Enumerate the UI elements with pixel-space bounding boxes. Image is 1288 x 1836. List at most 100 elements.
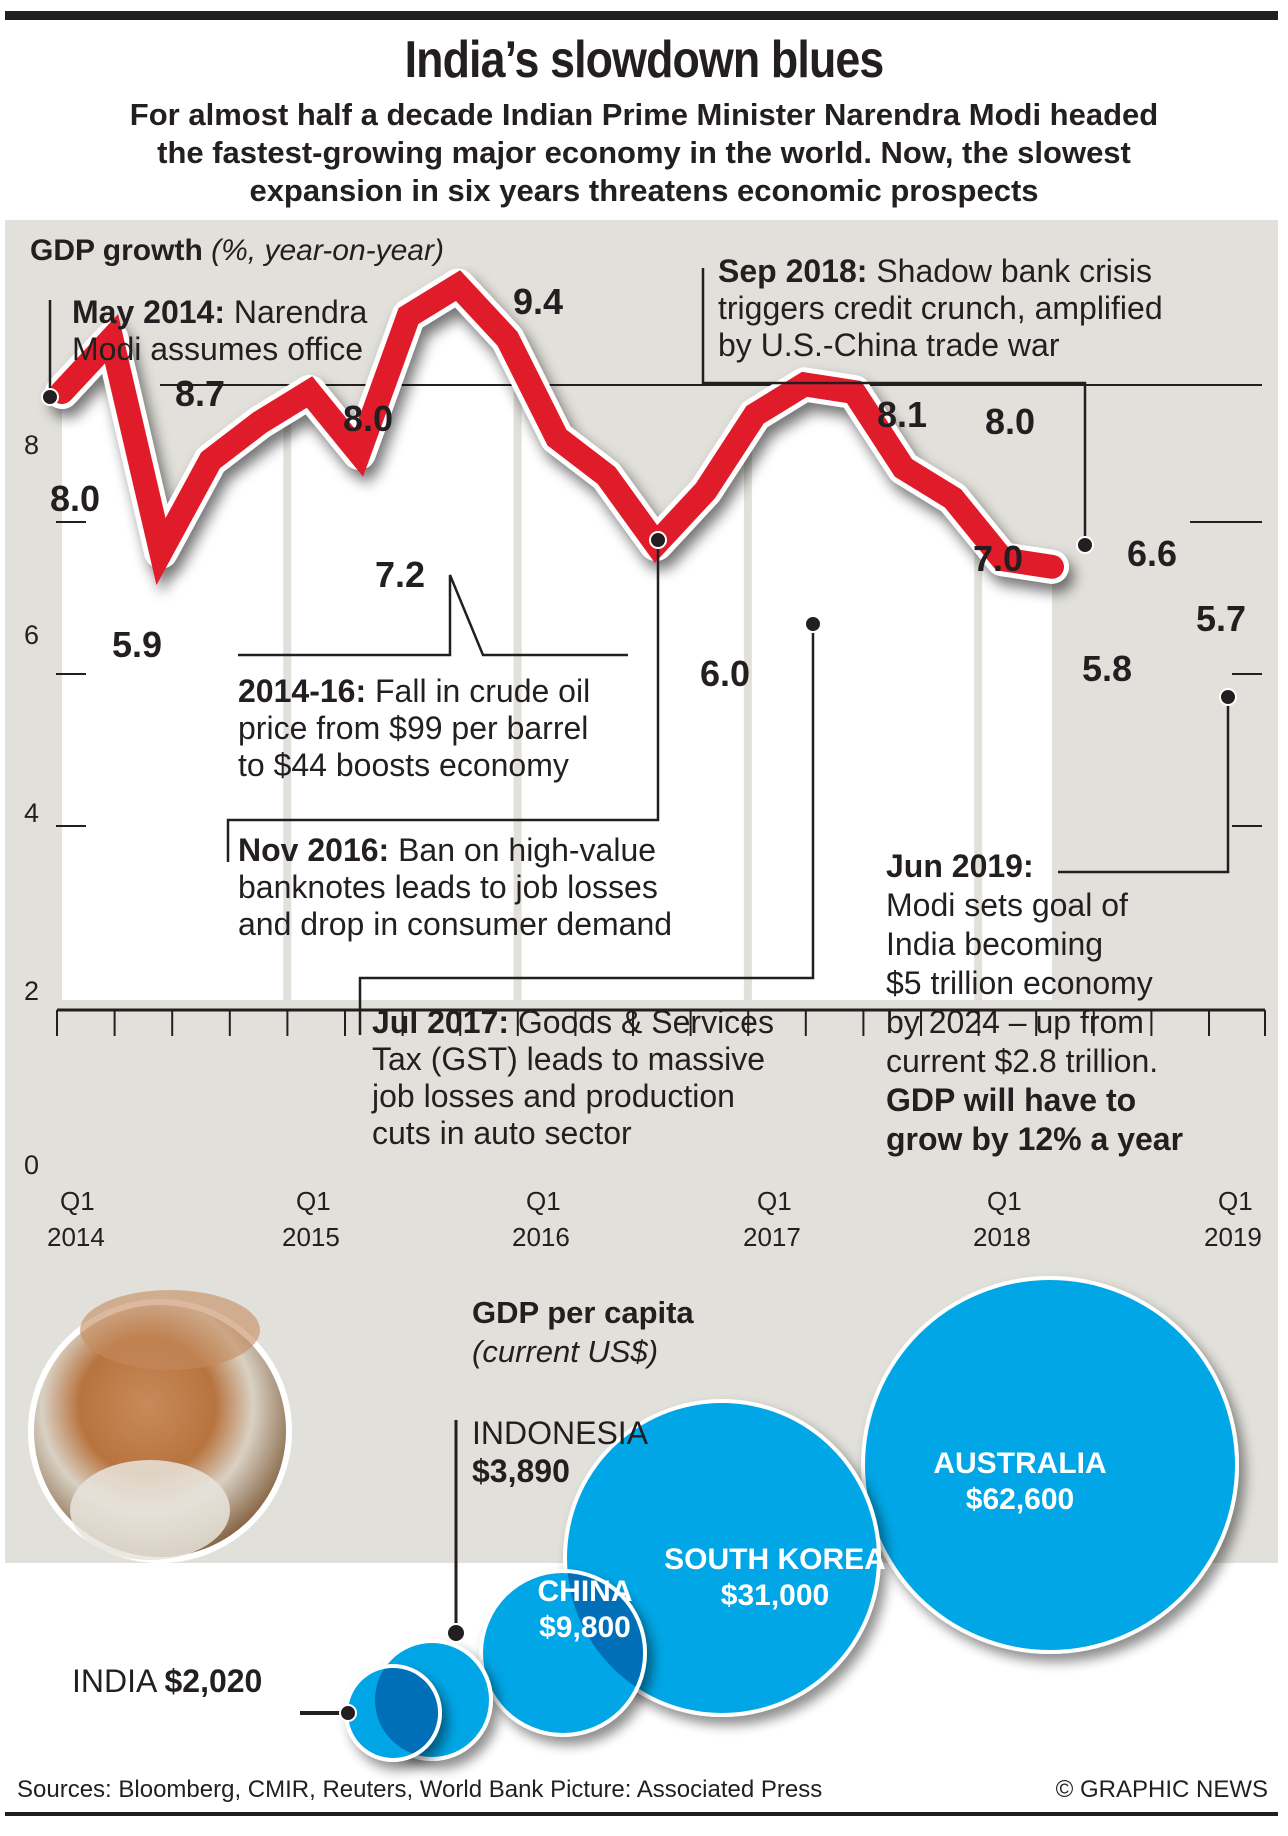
x-tick-year: 2016 [512,1222,570,1252]
data-point [753,412,757,417]
country-name: INDONESIA [472,1415,649,1451]
x-tick-year: 2018 [973,1222,1031,1252]
leader-2014-16 [238,574,628,657]
annotation-text: triggers credit crunch, amplified [718,290,1163,326]
data-point [555,435,559,440]
data-point [109,336,114,341]
data-label: 8.0 [343,398,394,439]
annotation-head: Jul 2017: [372,1004,509,1040]
subtitle-line: the fastest-growing major economy in the… [157,135,1131,170]
data-label: 5.8 [1082,648,1133,689]
credit-text: © GRAPHIC NEWS [1055,1776,1268,1803]
leader-sep-2018 [701,268,1087,542]
data-point [505,336,510,341]
x-tick-quarter: Q1 [987,1186,1022,1216]
annotation-jun-2019: Jun 2019: Modi sets goal of India becomi… [886,847,1183,1159]
data-point [406,314,411,318]
leader-dot [339,1704,357,1722]
annotation-text: Modi sets goal of [886,887,1128,923]
country-name: SOUTH KOREA [664,1543,886,1576]
gdp-growth-chart [41,268,1266,1036]
data-point [1050,564,1054,569]
annotation-head: 2014-16: [238,673,367,709]
x-tick-quarter: Q1 [1218,1186,1253,1216]
data-label: 8.7 [175,373,226,414]
annotation-may-2014: May 2014: Narendra Modi assumes office [72,294,367,368]
y-tick-label: 0 [24,1150,40,1180]
subtitle-line: expansion in six years threatens economi… [249,173,1039,208]
annotation-text: Goods & Services [517,1004,774,1040]
data-point [703,488,708,493]
annotation-text: by 2024 – up from [886,1004,1144,1040]
annotation-text: job losses and production [372,1078,735,1114]
bubble-label-china: CHINA $9,800 [515,1574,655,1646]
bubble-australia-group [861,1276,1239,1654]
sources-text: Sources: Bloomberg, CMIR, Reuters, World… [17,1776,823,1803]
annotation-text: Ban on high-value [398,832,657,868]
chart-title: GDP growth (%, year-on-year) [30,232,444,269]
y-tick-label: 8 [24,430,40,460]
country-value: $2,020 [164,1663,263,1699]
data-point [951,496,955,501]
leader-dot [804,615,822,633]
data-label: 7.0 [973,538,1024,579]
leader-dot [649,531,667,549]
data-point [357,450,361,455]
data-point [60,390,64,394]
country-name: INDIA [72,1663,156,1699]
data-point [901,466,906,470]
annotation-text: and drop in consumer demand [238,906,673,942]
annotation-text: by U.S.-China trade war [718,327,1060,363]
bubble-overlap [375,1668,438,1757]
data-point [307,390,312,394]
bubble-label-australia: AUSTRALIA $62,600 [900,1446,1140,1518]
x-tick-quarter: Q1 [296,1186,331,1216]
annotation-head: Nov 2016: [238,832,390,868]
annotation-text: Narendra [233,294,368,330]
x-tick-quarter: Q1 [60,1186,95,1216]
y-tick-label: 6 [24,620,40,650]
annotation-text-bold: GDP will have to [886,1082,1137,1118]
x-tick-quarter: Q1 [526,1186,561,1216]
annotation-head: Sep 2018: [718,253,868,289]
photo-forehead [80,1290,260,1370]
bubble-chart-subtitle: (current US$) [472,1334,659,1369]
country-value: $62,600 [965,1483,1075,1516]
x-tick-year: 2014 [47,1222,105,1252]
annotation-text: price from $99 per barrel [238,710,589,746]
bubble-label-indonesia: INDONESIA $3,890 [472,1414,648,1490]
annotation-nov-2016: Nov 2016: Ban on high-value banknotes le… [238,832,672,943]
photo-beard [70,1460,230,1560]
annotation-head: Jun 2019: [886,848,1034,884]
annotation-text-bold: grow by 12% a year [886,1121,1184,1157]
data-label: 5.9 [112,624,163,665]
y-tick-label: 2 [24,976,40,1006]
data-point [604,473,609,478]
y-tick-label: 4 [24,798,40,828]
annotation-text: cuts in auto sector [372,1115,632,1151]
data-point [258,420,262,425]
annotation-text: Tax (GST) leads to massive [372,1041,765,1077]
data-label: 8.0 [50,478,101,519]
data-point [208,458,213,463]
leader-dot [1076,536,1094,554]
annotation-jul-2017: Jul 2017: Goods & Services Tax (GST) lea… [372,1004,774,1152]
annotation-text: India becoming [886,926,1104,962]
data-point [852,390,856,394]
annotation-head: May 2014: [72,294,225,330]
leader-jul-2017 [358,627,815,1035]
annotation-text: Fall in crude oil [374,673,591,709]
subtitle: For almost half a decade Indian Prime Mi… [0,96,1288,210]
data-point [159,549,163,554]
page-title: India’s slowdown blues [404,31,885,89]
annotation-text: current $2.8 trillion. [886,1043,1159,1079]
annotation-2014-16: 2014-16: Fall in crude oil price from $9… [238,673,590,784]
annotation-sep-2018: Sep 2018: Shadow bank crisis triggers cr… [718,253,1163,364]
leader-jun-2019 [1058,700,1230,874]
leader-dot [1219,688,1237,706]
chart-title-unit: (%, year-on-year) [211,234,444,267]
country-name: AUSTRALIA [933,1447,1107,1480]
data-point [1000,557,1005,562]
annotation-text: Shadow bank crisis [876,253,1152,289]
